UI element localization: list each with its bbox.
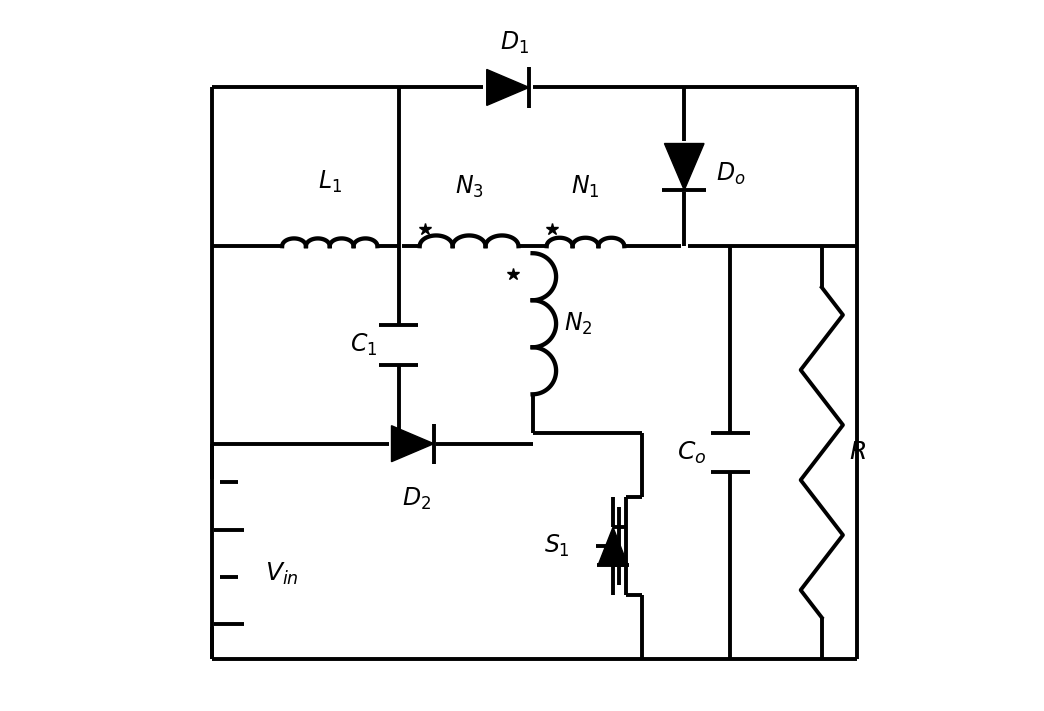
Text: $N_3$: $N_3$ — [455, 174, 483, 201]
Polygon shape — [664, 144, 704, 190]
Text: $N_2$: $N_2$ — [565, 311, 593, 337]
Text: $C_1$: $C_1$ — [350, 332, 377, 358]
Text: $L_1$: $L_1$ — [317, 169, 341, 196]
Text: $S_1$: $S_1$ — [544, 533, 570, 559]
Polygon shape — [487, 70, 529, 105]
Text: $R$: $R$ — [849, 441, 865, 464]
Text: $D_2$: $D_2$ — [402, 486, 431, 512]
Polygon shape — [392, 426, 434, 461]
Polygon shape — [598, 527, 627, 565]
Text: $C_o$: $C_o$ — [677, 439, 706, 466]
Text: $V_{in}$: $V_{in}$ — [264, 561, 299, 587]
Text: $D_1$: $D_1$ — [500, 29, 529, 55]
Text: $D_o$: $D_o$ — [716, 161, 745, 187]
Text: $N_1$: $N_1$ — [571, 174, 599, 201]
